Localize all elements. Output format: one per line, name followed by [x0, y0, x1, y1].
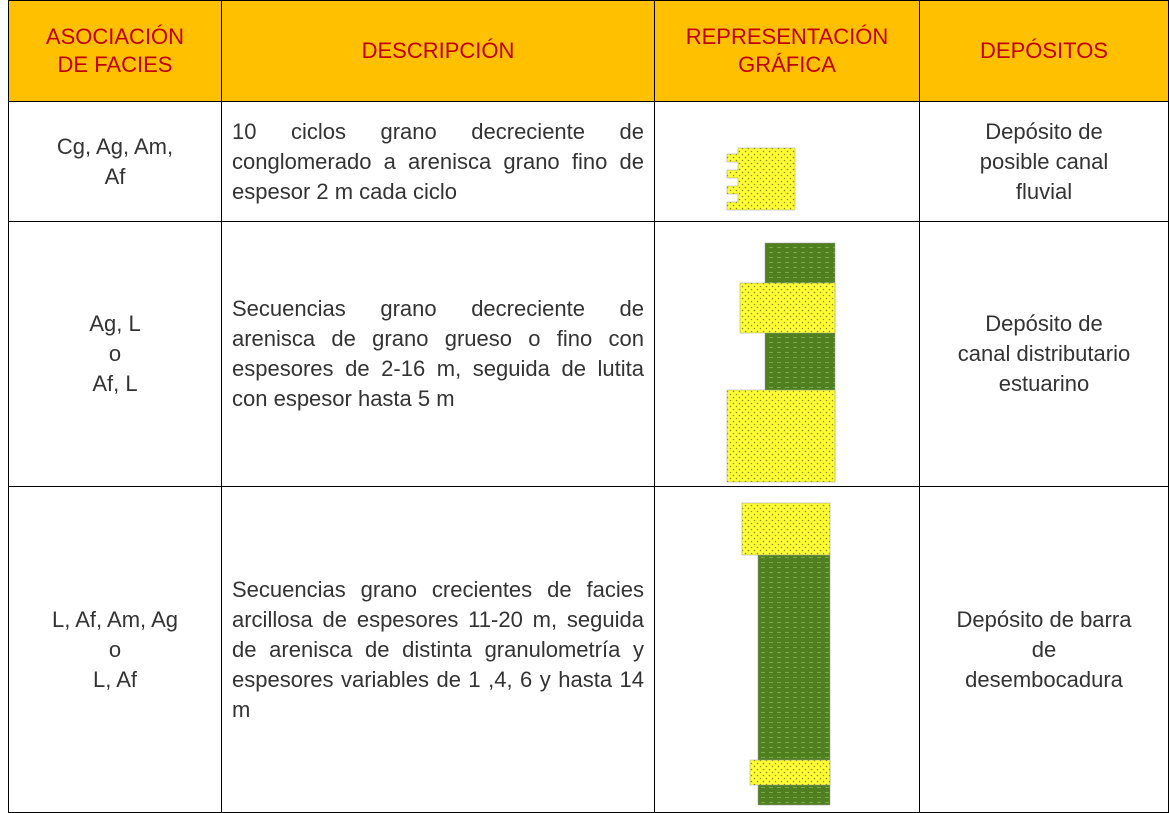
facies-text: o — [108, 636, 122, 662]
column-1 — [726, 147, 796, 211]
deposit-cell: Depósito de canal distributario estuarino — [920, 222, 1169, 487]
facies-cell: Ag, L o Af, L — [8, 222, 222, 487]
deposit-text: canal distributario — [957, 341, 1131, 366]
description-text: Secuencias grano crecientes de facies ar… — [232, 576, 644, 722]
description-cell: 10 ciclos grano decreciente de conglomer… — [222, 102, 655, 222]
deposit-text: Depósito de — [985, 311, 1103, 336]
header-text: DE FACIES — [57, 52, 173, 77]
deposit-text: de — [1031, 636, 1057, 662]
column-3 — [741, 502, 831, 806]
deposit-text: fluvial — [1015, 178, 1073, 204]
description-cell: Secuencias grano decreciente de arenisca… — [222, 222, 655, 487]
header-text: DEPÓSITOS — [980, 38, 1108, 63]
header-cell: REPRESENTACIÓN GRÁFICA — [655, 0, 920, 102]
graphic-cell — [655, 222, 920, 487]
facies-text: Af — [104, 163, 126, 189]
header-cell: ASOCIACIÓN DE FACIES — [8, 0, 222, 102]
facies-text: L, Af — [92, 666, 138, 692]
header-text: ASOCIACIÓN — [45, 24, 185, 49]
header-cell: DEPÓSITOS — [920, 0, 1169, 102]
header-text: DESCRIPCIÓN — [361, 38, 515, 63]
deposit-text: posible canal — [979, 148, 1109, 174]
graphic-cell — [655, 102, 920, 222]
description-text: 10 ciclos grano decreciente de conglomer… — [232, 118, 644, 204]
facies-text: o — [108, 341, 122, 366]
header-text: GRÁFICA — [738, 52, 836, 77]
description-cell: Secuencias grano crecientes de facies ar… — [222, 487, 655, 813]
header-text: REPRESENTACIÓN — [685, 24, 889, 49]
column-2 — [726, 242, 836, 483]
facies-text: L, Af, Am, Ag — [52, 606, 178, 632]
header-cell: DESCRIPCIÓN — [222, 0, 655, 102]
deposit-text: estuarino — [998, 371, 1090, 396]
facies-text: Af, L — [92, 371, 138, 396]
deposit-text: Depósito de — [985, 118, 1103, 144]
facies-text: Ag, L — [89, 311, 141, 336]
facies-cell: Cg, Ag, Am, Af — [8, 102, 222, 222]
facies-text: Cg, Ag, Am, — [56, 133, 174, 159]
description-text: Secuencias grano decreciente de arenisca… — [232, 296, 644, 411]
deposit-text: Depósito de barra — [956, 606, 1132, 632]
deposit-text: desembocadura — [965, 666, 1123, 692]
